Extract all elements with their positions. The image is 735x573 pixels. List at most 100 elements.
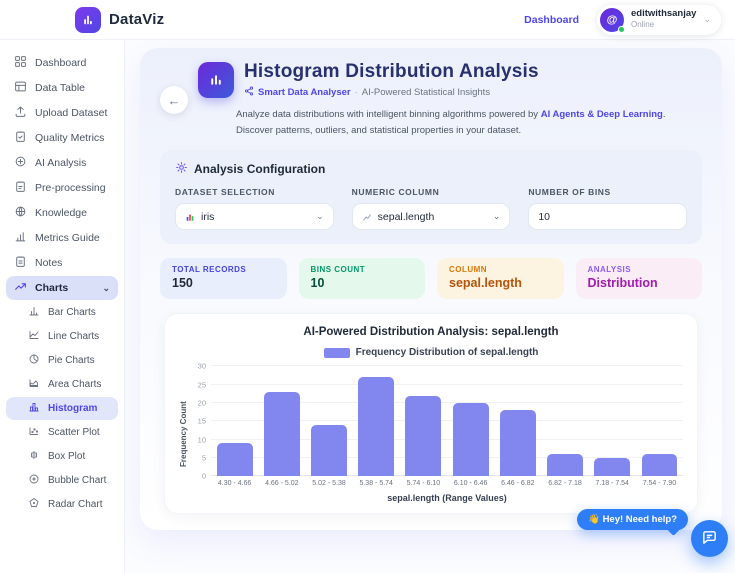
trending-up-icon [14,280,27,296]
online-status-dot [617,25,625,33]
page-title: Histogram Distribution Analysis [244,61,539,82]
ai-analysis-icon [14,155,27,171]
x-tick: 7.54 - 7.90 [642,480,677,488]
radar-chart-icon [28,497,40,512]
notes-icon [14,255,27,271]
bubble-chart-icon [28,473,40,488]
column-chart-icon [362,212,372,222]
x-axis-ticks: 4.30 - 4.66 4.66 - 5.02 5.02 - 5.38 5.38 - … [211,480,683,487]
sidebar-item-histogram[interactable]: Histogram [6,397,118,420]
brand[interactable]: DataViz [75,6,165,33]
y-tick: 15 [197,416,206,426]
sidebar-item-bubble-chart[interactable]: Bubble Chart [6,469,118,492]
sidebar-item-dashboard[interactable]: Dashboard [6,51,118,75]
histogram-bar [636,366,683,477]
chart-title: AI-Powered Distribution Analysis: sepal.… [303,326,559,339]
x-tick: 6.82 - 7.18 [548,480,582,488]
clipboard-check-icon [14,130,27,146]
share-icon [244,86,254,99]
sidebar-item-box-plot[interactable]: Box Plot [6,445,118,468]
histogram-bar [305,366,352,477]
box-plot-icon [28,449,40,464]
config-heading: Analysis Configuration [194,162,326,177]
x-tick: 7.18 - 7.54 [595,480,629,488]
page-description: Analyze data distributions with intellig… [236,108,666,136]
sidebar-item-upload-dataset[interactable]: Upload Dataset [6,101,118,125]
knowledge-icon [14,205,27,221]
stat-column: COLUMN sepal.length [437,258,564,300]
chat-button[interactable] [691,520,728,557]
chevron-down-icon: ⌄ [316,211,324,222]
x-tick: 6.46 - 6.82 [501,480,535,488]
stats-row: TOTAL RECORDS 150 BINS COUNT 10 COLUMN s… [160,258,702,300]
x-tick: 5.02 - 5.38 [312,480,346,488]
page-card: ← Histogram Distribution Analysis Smart … [140,48,722,530]
bins-input[interactable] [528,203,687,231]
sidebar-group-charts[interactable]: Charts ⌄ [6,276,118,300]
legend-swatch [323,347,350,358]
upload-icon [14,105,27,121]
bar-chart-icon [14,230,27,246]
user-status: Online [630,20,655,30]
clipboard-icon [14,180,27,196]
back-button[interactable]: ← [160,86,188,114]
gear-icon [175,161,188,177]
sidebar-item-bar-charts[interactable]: Bar Charts [6,301,118,324]
subtitle-brand: Smart Data Analyser [258,86,351,98]
pie-charts-icon [28,353,40,368]
histogram-bar [541,366,588,477]
sidebar-item-quality-metrics[interactable]: Quality Metrics [6,126,118,150]
chart-legend: Frequency Distribution of sepal.length [179,347,683,358]
bars-row [211,366,683,477]
sidebar-item-pre-processing[interactable]: Pre-processing [6,176,118,200]
dashboard-link[interactable]: Dashboard [524,13,579,26]
stat-bins-count: BINS COUNT 10 [298,258,425,300]
gridline [211,420,683,422]
y-tick: 30 [197,361,206,371]
histogram-icon [28,401,40,416]
sidebar-item-scatter-plot[interactable]: Scatter Plot [6,421,118,444]
y-tick: 20 [197,398,206,408]
sidebar-item-notes[interactable]: Notes [6,251,118,275]
brand-name: DataViz [109,11,165,28]
sidebar-item-ai-analysis[interactable]: AI Analysis [6,151,118,175]
histogram-bar [258,366,305,477]
avatar-glyph: @ [606,13,618,26]
x-tick: 4.30 - 4.66 [217,480,252,488]
sidebar: Dashboard Data Table Upload Dataset Qual… [0,40,125,573]
dataset-selection-label: DATASET SELECTION [175,187,275,198]
sidebar-item-radar-chart[interactable]: Radar Chart [6,493,118,516]
histogram-bar [494,366,541,477]
sidebar-item-knowledge[interactable]: Knowledge [6,201,118,225]
histogram-bar [353,366,400,477]
user-name: editwithsanjay [630,8,697,20]
sidebar-item-data-table[interactable]: Data Table [6,76,118,100]
numeric-column-select[interactable]: sepal.length ⌄ [351,203,511,231]
y-axis-ticks: 0 5 10 15 20 25 30 [191,362,211,481]
brand-bar-chart-icon [75,6,101,33]
chevron-down-icon: ⌄ [492,211,501,222]
wave-emoji: 👋 [588,514,600,525]
dataset-icon [185,212,195,222]
histogram-bar [447,366,494,477]
y-tick: 0 [201,471,206,481]
gridline [211,475,683,477]
sidebar-item-area-charts[interactable]: Area Charts [6,373,118,396]
dataset-value: iris [201,210,215,223]
chevron-down-icon: ⌄ [102,282,110,293]
sidebar-item-line-charts[interactable]: Line Charts [6,325,118,348]
x-tick: 4.66 - 5.02 [265,480,299,488]
gridline [211,456,683,458]
user-menu[interactable]: @ editwithsanjay Online ⌄ [596,4,721,35]
x-tick: 5.74 - 6.10 [406,480,441,488]
top-bar: DataViz Dashboard @ editwithsanjay Onlin… [0,0,735,40]
y-tick: 5 [201,453,206,463]
plot-area [211,365,683,477]
dataset-select[interactable]: iris ⌄ [175,203,334,231]
subtitle-separator: · [354,86,358,98]
histogram-bar [211,366,258,477]
sidebar-item-pie-charts[interactable]: Pie Charts [6,349,118,372]
avatar: @ [599,7,625,33]
sidebar-item-metrics-guide[interactable]: Metrics Guide [6,226,118,250]
